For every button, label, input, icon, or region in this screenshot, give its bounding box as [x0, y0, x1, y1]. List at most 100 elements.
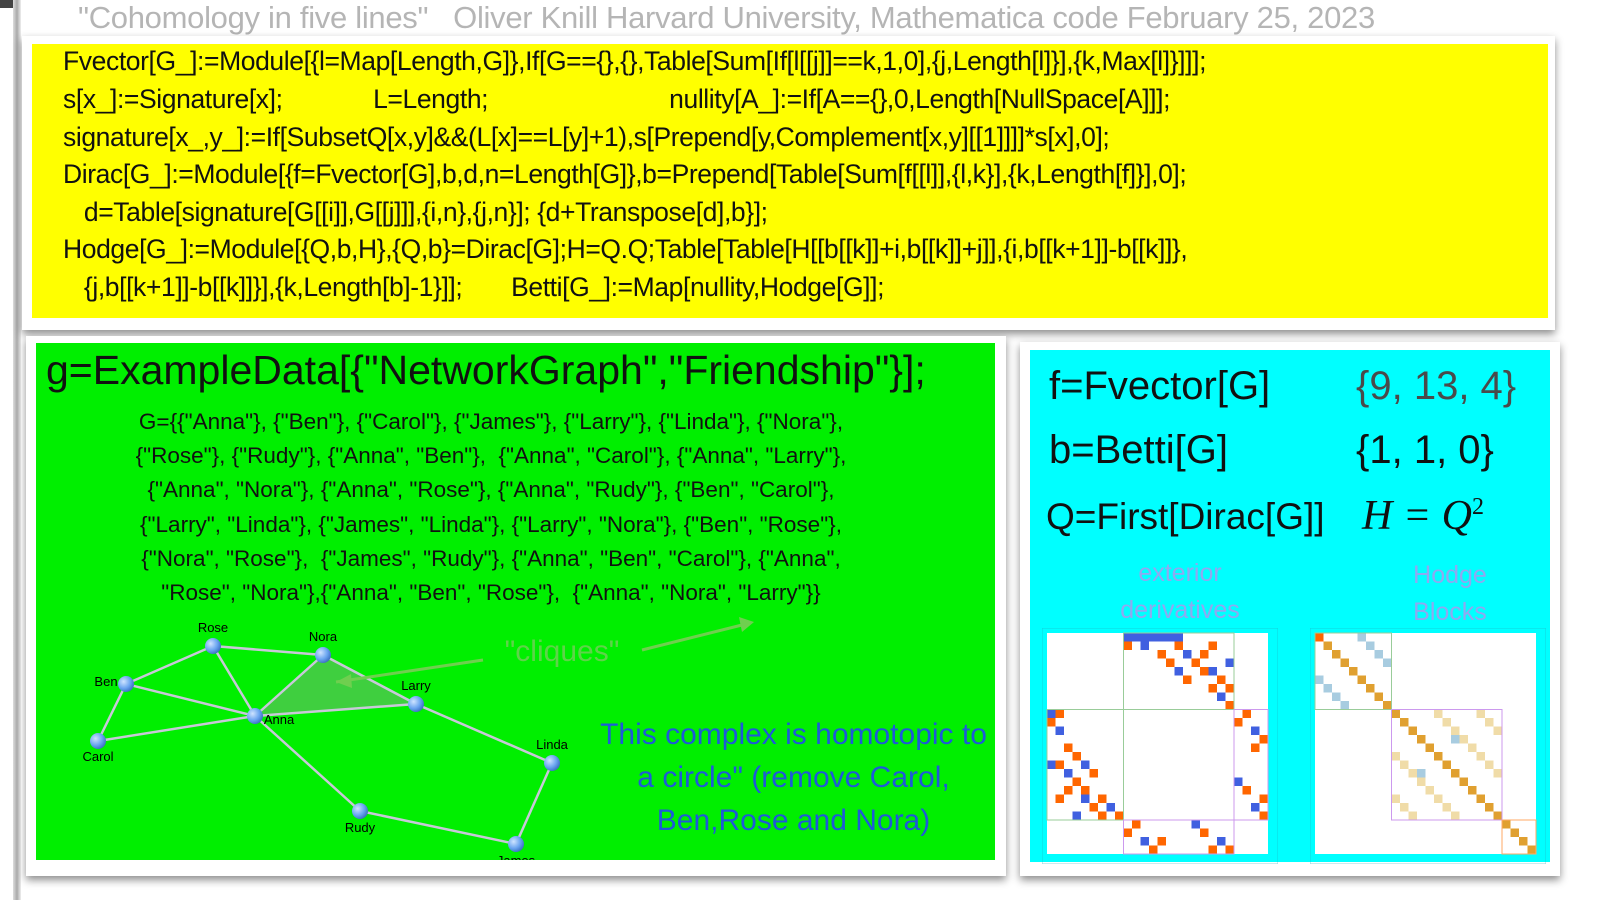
- matrix-cell: [1140, 641, 1149, 650]
- matrix-cell: [1332, 692, 1341, 701]
- graph-node: [118, 676, 134, 692]
- graph-edge: [125, 682, 256, 718]
- example-panel: g=ExampleData[{"NetworkGraph","Friendshi…: [36, 343, 995, 860]
- matrix-cell: [1510, 828, 1519, 837]
- graph-node: [352, 803, 368, 819]
- complex-line: "Rose", "Nora"},{"Anna", "Ben", "Rose"},…: [161, 580, 821, 605]
- matrix-cell: [1323, 684, 1332, 693]
- matrix-cell: [1468, 786, 1477, 795]
- matrix-cell: [1332, 650, 1341, 659]
- graph-edge: [96, 683, 128, 742]
- matrix-cell: [1081, 760, 1090, 769]
- matrix-cell: [1251, 726, 1260, 735]
- complex-line: G={{"Anna"}, {"Ben"}, {"Carol"}, {"James…: [138, 409, 844, 434]
- graph-edge: [322, 653, 417, 706]
- matrix-cell: [1234, 718, 1243, 727]
- matrix-block: [1233, 709, 1269, 821]
- graph-edge: [97, 714, 256, 743]
- matrix-cell: [1208, 684, 1217, 693]
- formula-exponent: 2: [1472, 494, 1485, 520]
- matrix-block: [1123, 819, 1235, 855]
- matrix-cell: [1417, 777, 1426, 786]
- matrix-block: [1391, 709, 1503, 821]
- matrix-cell: [1089, 769, 1098, 778]
- matrix-cell: [1115, 811, 1124, 820]
- matrix-cell: [1140, 633, 1149, 642]
- code-line: Hodge[G_]:=Module[{Q,b,H},{Q,b}=Dirac[G]…: [63, 234, 1188, 264]
- matrix-cell: [1485, 803, 1494, 812]
- matrix-block: [1314, 632, 1392, 710]
- matrix-cell: [1157, 650, 1166, 659]
- graph-edge: [211, 645, 257, 717]
- matrix-cell: [1340, 658, 1349, 667]
- matrix-cell: [1485, 718, 1494, 727]
- arrow-left: [335, 658, 484, 684]
- matrix-cell: [1208, 641, 1217, 650]
- example-title: g=ExampleData[{"NetworkGraph","Friendshi…: [46, 347, 926, 393]
- node-label: Linda: [536, 737, 569, 752]
- matrix-cell: [1408, 769, 1417, 778]
- hodge-formula: H = Q2: [1362, 492, 1484, 540]
- matrix-background: [1047, 633, 1268, 854]
- graph-edge: [212, 644, 324, 657]
- betti-label: b=Betti[G]: [1049, 428, 1228, 472]
- matrix-cell: [1251, 743, 1260, 752]
- node-label: Nora: [309, 629, 338, 644]
- matrix-cell: [1208, 845, 1217, 854]
- matrix-cell: [1098, 811, 1107, 820]
- matrix-cell: [1132, 633, 1141, 642]
- code-line: d=Table[signature[G[[i]],G[[j]]],{i,n},{…: [63, 197, 768, 227]
- matrix-cell: [1425, 743, 1434, 752]
- graph-node: [408, 696, 424, 712]
- formula-text: H = Q: [1362, 493, 1473, 539]
- matrix-cell: [1468, 743, 1477, 752]
- graph-node: [205, 638, 221, 654]
- matrix-cell: [1476, 752, 1485, 761]
- code-block: Fvector[G_]:=Module[{l=Map[Length,G]},If…: [32, 44, 1548, 318]
- matrix-cell: [1315, 633, 1324, 642]
- matrix-cell: [1234, 777, 1243, 786]
- matrix-cell: [1451, 811, 1460, 820]
- matrix-cell: [1072, 777, 1081, 786]
- matrix-cell: [1383, 658, 1392, 667]
- matrix-cell: [1502, 820, 1511, 829]
- graph-edge: [514, 762, 554, 845]
- matrix-cell: [1251, 803, 1260, 812]
- matrix-cell: [1315, 675, 1324, 684]
- matrix-cell: [1217, 675, 1226, 684]
- matrix-cell: [1442, 718, 1451, 727]
- matrix-cell: [1357, 633, 1366, 642]
- complex-line: {"Rose"}, {"Rudy"}, {"Anna", "Ben"}, {"A…: [135, 443, 847, 468]
- matrix-cell: [1451, 769, 1460, 778]
- node-label: Rudy: [345, 820, 376, 835]
- hodge-matrix-plot: [1310, 628, 1546, 864]
- matrix-cell: [1391, 709, 1400, 718]
- matrix-cell: [1055, 726, 1064, 735]
- matrix-cell: [1357, 675, 1366, 684]
- complex-line: {"Anna", "Nora"}, {"Anna", "Rose"}, {"An…: [147, 477, 835, 502]
- matrix-cell: [1149, 845, 1158, 854]
- node-label: Larry: [401, 678, 431, 693]
- matrix-cell: [1259, 811, 1268, 820]
- matrix-cell: [1064, 743, 1073, 752]
- complex-line: {"Nora", "Rose"}, {"James", "Rudy"}, {"A…: [141, 546, 841, 571]
- node-label: James: [497, 853, 536, 860]
- code-line: Fvector[G_]:=Module[{l=Map[Length,G]},If…: [63, 46, 1207, 76]
- matrix-cell: [1408, 811, 1417, 820]
- matrix-cell: [1425, 786, 1434, 795]
- graph-edge: [254, 654, 324, 717]
- matrix-cell: [1442, 760, 1451, 769]
- matrix-cell: [1408, 726, 1417, 735]
- graph-node: [247, 708, 263, 724]
- matrix-cell: [1217, 692, 1226, 701]
- arrowhead-icon: [739, 617, 754, 632]
- node-label: Rose: [198, 620, 228, 635]
- matrix-cell: [1366, 684, 1375, 693]
- matrix-cell: [1123, 633, 1132, 642]
- hodge-blocks-label: Hodge Blocks: [1413, 561, 1487, 626]
- window-corner: [0, 0, 14, 8]
- matrix-cell: [1047, 760, 1056, 769]
- matrix-cell: [1055, 794, 1064, 803]
- matrix-cell: [1476, 709, 1485, 718]
- matrix-cell: [1225, 701, 1234, 710]
